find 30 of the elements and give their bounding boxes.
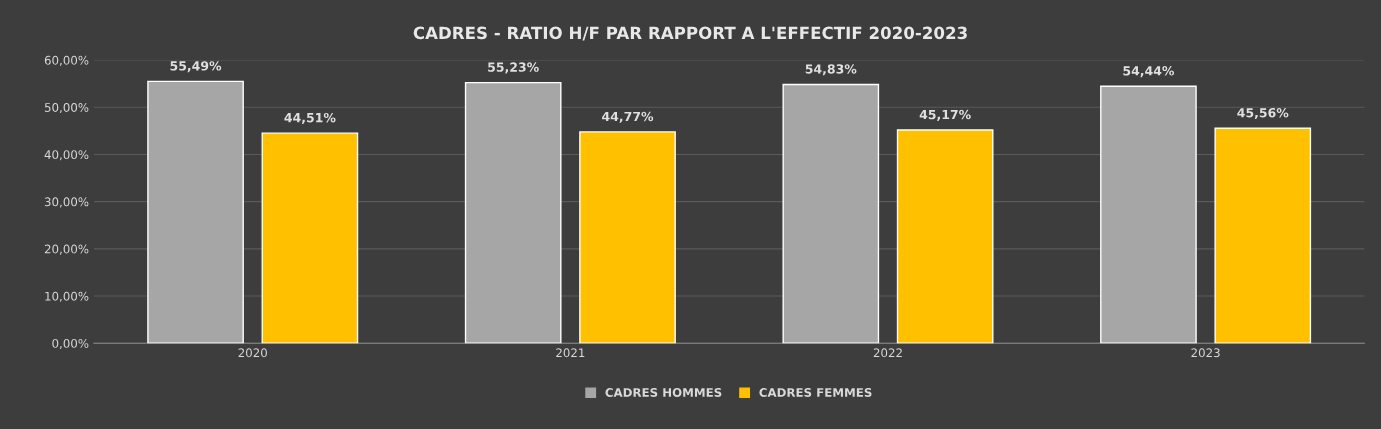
bar bbox=[147, 80, 244, 344]
bar bbox=[782, 83, 880, 344]
data-label: 54,44% bbox=[1123, 66, 1175, 78]
data-label: 45,17% bbox=[919, 109, 971, 121]
y-tick-label: 30,00% bbox=[44, 197, 89, 208]
data-label: 45,56% bbox=[1237, 107, 1289, 120]
data-label: 55,23% bbox=[488, 62, 539, 74]
data-label: 44,51% bbox=[284, 112, 336, 124]
y-tick-label: 0,00% bbox=[52, 338, 89, 350]
data-label: 55,49% bbox=[170, 61, 222, 73]
data-label: 44,77% bbox=[602, 111, 654, 123]
legend-label: CADRES FEMMES bbox=[759, 388, 872, 397]
bar bbox=[261, 132, 359, 344]
data-label: 54,83% bbox=[805, 64, 857, 76]
bar bbox=[1214, 127, 1312, 344]
bar bbox=[579, 131, 676, 344]
x-tick-label: 2023 bbox=[1191, 348, 1220, 358]
x-tick-label: 2021 bbox=[556, 348, 585, 358]
y-tick-label: 20,00% bbox=[44, 244, 89, 255]
legend-label: CADRES HOMMES bbox=[605, 388, 722, 397]
y-tick-label: 10,00% bbox=[45, 291, 89, 302]
y-tick-label: 50,00% bbox=[44, 102, 89, 114]
bar bbox=[896, 129, 994, 344]
x-tick-label: 2022 bbox=[873, 348, 902, 358]
y-tick-label: 40,00% bbox=[44, 150, 89, 161]
x-tick-label: 2020 bbox=[238, 348, 267, 358]
chart-title: CADRES - RATIO H/F PAR RAPPORT A L'EFFECTIF 2020-2023 bbox=[413, 26, 967, 41]
bar bbox=[1100, 85, 1197, 344]
y-tick-label: 60,00% bbox=[44, 55, 89, 66]
bar bbox=[464, 81, 562, 344]
